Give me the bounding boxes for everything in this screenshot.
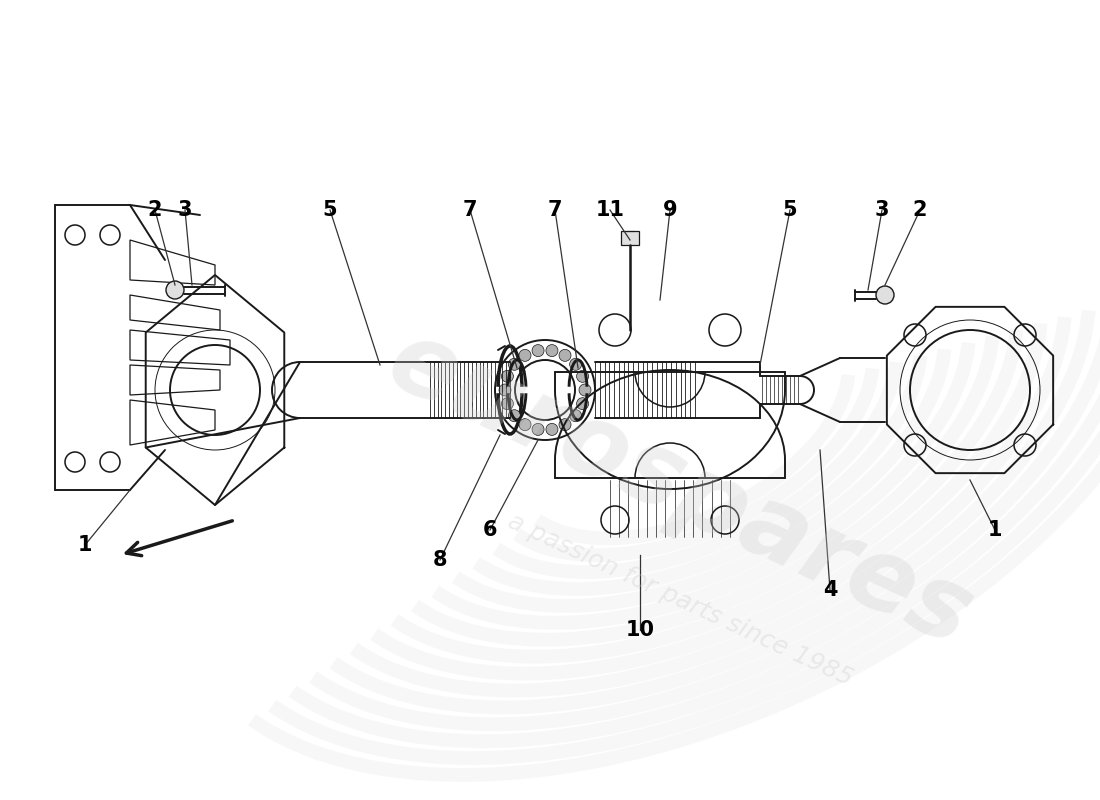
Text: eurospares: eurospares (373, 312, 987, 668)
Text: a passion for parts since 1985: a passion for parts since 1985 (504, 510, 856, 690)
Circle shape (508, 358, 520, 370)
Text: 10: 10 (626, 620, 654, 640)
Text: 1: 1 (988, 520, 1002, 540)
Circle shape (579, 384, 591, 396)
Text: 5: 5 (322, 200, 338, 220)
Circle shape (519, 350, 531, 362)
Circle shape (559, 350, 571, 362)
Circle shape (532, 345, 544, 357)
Circle shape (570, 358, 582, 370)
Circle shape (559, 418, 571, 430)
Text: 2: 2 (147, 200, 163, 220)
Circle shape (570, 410, 582, 422)
Circle shape (502, 370, 514, 382)
Text: 6: 6 (483, 520, 497, 540)
Text: 9: 9 (662, 200, 678, 220)
Text: 5: 5 (783, 200, 798, 220)
Bar (621, 231, 639, 245)
Text: 11: 11 (595, 200, 625, 220)
Text: 1: 1 (78, 535, 92, 555)
Text: 7: 7 (463, 200, 477, 220)
Text: 7: 7 (548, 200, 562, 220)
Circle shape (532, 423, 544, 435)
Circle shape (546, 345, 558, 357)
Circle shape (519, 418, 531, 430)
Text: 2: 2 (913, 200, 927, 220)
Text: 3: 3 (178, 200, 192, 220)
Circle shape (576, 370, 588, 382)
Text: 3: 3 (874, 200, 889, 220)
Circle shape (499, 384, 512, 396)
Circle shape (876, 286, 894, 304)
Circle shape (546, 423, 558, 435)
Circle shape (166, 281, 184, 299)
Text: 4: 4 (823, 580, 837, 600)
Circle shape (576, 398, 588, 410)
Circle shape (502, 398, 514, 410)
Circle shape (508, 410, 520, 422)
Text: 8: 8 (432, 550, 448, 570)
